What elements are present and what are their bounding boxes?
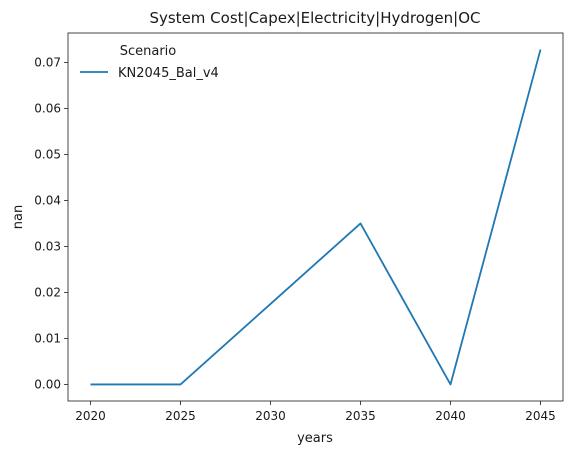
y-tick-label: 0.00: [34, 377, 61, 391]
x-tick-label: 2045: [525, 409, 556, 423]
x-tick-label: 2040: [435, 409, 466, 423]
chart-title: System Cost|Capex|Electricity|Hydrogen|O…: [149, 9, 480, 27]
series-line-kn2045-bal-v4: [90, 49, 542, 386]
y-axis-label: nan: [11, 205, 26, 229]
series-layer: [90, 49, 542, 386]
y-tick-label: 0.04: [34, 193, 61, 207]
y-axis: 0.00 0.01 0.02 0.03 0.04 0.05 0.06 0.07: [34, 55, 68, 391]
x-axis-label: years: [297, 431, 333, 446]
legend-entry-kn2045-bal-v4: KN2045_Bal_v4: [118, 66, 219, 81]
x-tick-label: 2030: [255, 409, 286, 423]
x-tick-label: 2020: [75, 409, 106, 423]
legend-title: Scenario: [120, 44, 177, 59]
x-tick-label: 2025: [165, 409, 196, 423]
y-tick-label: 0.07: [34, 55, 61, 69]
x-axis: 2020 2025 2030 2035 2040 2045: [75, 401, 556, 423]
plot-area: [67, 32, 564, 402]
y-tick-label: 0.05: [34, 147, 61, 161]
legend: Scenario KN2045_Bal_v4: [80, 44, 219, 81]
y-tick-label: 0.06: [34, 101, 61, 115]
y-tick-label: 0.03: [34, 239, 61, 253]
y-tick-label: 0.01: [34, 331, 61, 345]
y-tick-label: 0.02: [34, 285, 61, 299]
x-tick-label: 2035: [345, 409, 376, 423]
